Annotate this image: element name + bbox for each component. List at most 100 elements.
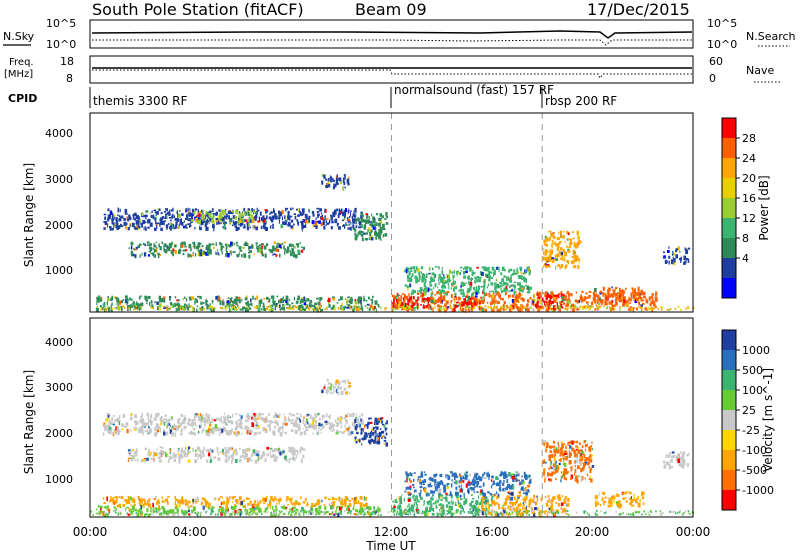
echo-cell — [216, 249, 219, 251]
echo-cell — [369, 307, 371, 311]
echo-cell — [148, 250, 151, 253]
echo-cell — [474, 291, 476, 294]
echo-cell — [306, 421, 309, 425]
echo-cell — [358, 230, 362, 234]
echo-cell — [253, 502, 255, 507]
echo-cell — [294, 215, 297, 220]
echo-cell — [386, 216, 389, 219]
echo-cell — [374, 439, 376, 444]
echo-cell — [270, 224, 272, 227]
echo-cell — [102, 497, 105, 500]
echo-cell — [297, 305, 300, 310]
echo-cell — [493, 303, 496, 306]
echo-cell — [441, 279, 445, 284]
echo-cell — [163, 431, 166, 436]
echo-cell — [543, 256, 545, 260]
echo-cell — [294, 246, 296, 249]
echo-cell — [369, 304, 373, 309]
echo-cell — [260, 417, 264, 421]
echo-cell — [258, 431, 261, 434]
echo-cell — [191, 509, 194, 512]
echo-cell — [166, 453, 169, 457]
echo-cell — [253, 413, 256, 417]
echo-cell — [297, 417, 301, 420]
echo-cell — [184, 503, 187, 507]
echo-cell — [406, 307, 410, 312]
echo-cell — [209, 459, 212, 463]
echo-cell — [250, 302, 253, 307]
echo-cell — [251, 453, 253, 457]
echo-cell — [172, 510, 174, 514]
echo-cell — [200, 502, 202, 506]
echo-cell — [429, 297, 431, 301]
echo-cell — [226, 300, 230, 304]
echo-cell — [188, 303, 190, 307]
echo-cell — [194, 413, 198, 416]
echo-cell — [281, 306, 284, 310]
echo-cell — [336, 174, 338, 178]
echo-cell — [566, 244, 568, 248]
echo-cell — [301, 298, 303, 303]
echo-cell — [501, 291, 503, 294]
echo-cell — [178, 459, 181, 464]
echo-cell — [292, 207, 294, 210]
echo-cell — [305, 305, 307, 309]
echo-cell — [393, 303, 396, 308]
echo-cell — [373, 428, 374, 431]
echo-cell — [135, 509, 137, 511]
echo-cell — [511, 512, 513, 515]
echo-cell — [307, 426, 310, 429]
echo-cell — [147, 254, 150, 257]
echo-cell — [629, 298, 632, 301]
echo-cell — [467, 295, 471, 300]
echo-cell — [475, 513, 478, 516]
echo-cell — [481, 271, 484, 276]
echo-cell — [243, 207, 246, 212]
echo-cell — [626, 299, 630, 303]
echo-cell — [240, 418, 243, 422]
echo-cell — [371, 298, 374, 303]
echo-cell — [462, 268, 465, 270]
echo-cell — [579, 307, 581, 310]
echo-cell — [289, 497, 293, 502]
echo-cell — [623, 296, 626, 300]
echo-cell — [297, 453, 299, 455]
echo-cell — [277, 305, 279, 308]
echo-cell — [148, 498, 151, 501]
echo-cell — [122, 413, 125, 418]
echo-cell — [125, 500, 127, 505]
echo-cell — [161, 218, 164, 221]
echo-cell — [533, 512, 536, 517]
echo-cell — [288, 419, 291, 422]
echo-cell — [354, 219, 356, 222]
echo-cell — [544, 251, 547, 253]
echo-cell — [208, 246, 211, 252]
echo-cell — [309, 511, 312, 515]
echo-cell — [355, 218, 358, 222]
echo-cell — [440, 498, 443, 501]
echo-cell — [114, 223, 116, 227]
echo-cell — [202, 505, 205, 510]
echo-cell — [398, 297, 400, 300]
echo-cell — [260, 308, 263, 311]
echo-cell — [506, 276, 509, 281]
echo-cell — [553, 294, 556, 297]
echo-cell — [347, 227, 351, 230]
echo-cell — [429, 267, 431, 270]
echo-cell — [306, 501, 308, 506]
echo-cell — [167, 211, 170, 213]
echo-cell — [207, 417, 210, 421]
echo-cell — [201, 245, 204, 248]
echo-cell — [459, 266, 463, 269]
echo-cell — [238, 252, 240, 256]
echo-cell — [371, 435, 373, 437]
echo-cell — [345, 391, 348, 395]
echo-cell — [379, 417, 382, 422]
echo-cell — [265, 416, 268, 421]
echo-cell — [510, 284, 513, 287]
echo-cell — [671, 253, 674, 256]
echo-cell — [324, 511, 327, 515]
echo-cell — [438, 281, 440, 285]
echo-cell — [577, 235, 580, 240]
echo-cell — [342, 179, 345, 183]
